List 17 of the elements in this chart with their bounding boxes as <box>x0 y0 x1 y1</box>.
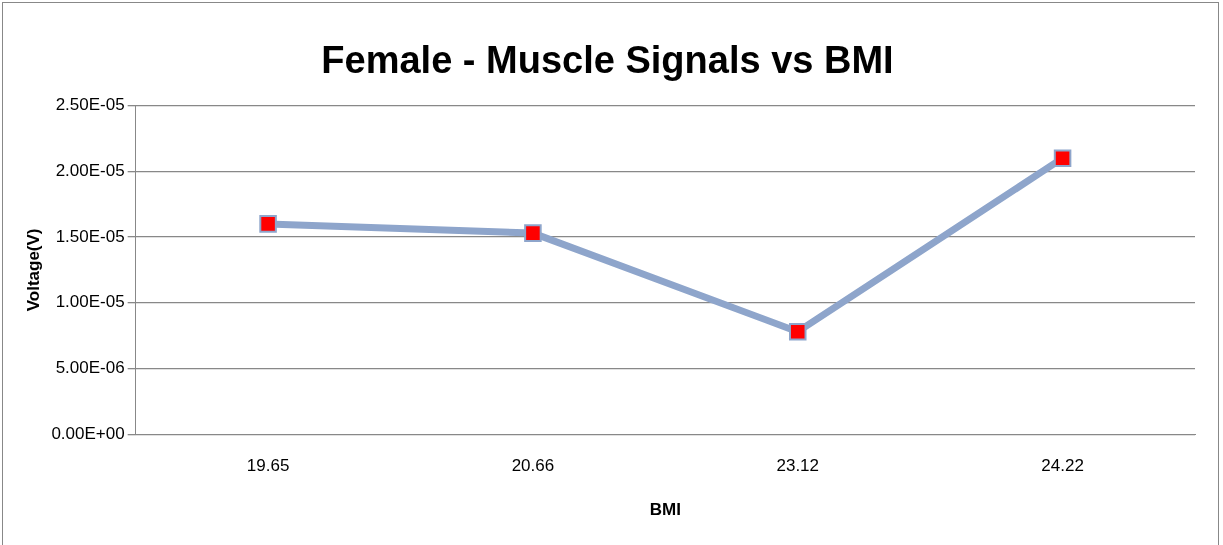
x-tick-label: 23.12 <box>776 456 820 476</box>
x-tick-label: 20.66 <box>511 456 555 476</box>
x-axis-title: BMI <box>649 500 681 520</box>
y-tick-label: 1.50E-05 <box>55 226 125 246</box>
point <box>259 215 277 233</box>
x-tick-label: 24.22 <box>1041 456 1084 476</box>
point <box>1053 149 1072 167</box>
point <box>788 322 807 341</box>
chart-title: Female - Muscle Signals vs BMI <box>321 39 894 82</box>
point <box>524 224 542 242</box>
x-tick-label: 19.65 <box>246 456 290 476</box>
y-tick-label: 2.00E-05 <box>55 161 125 181</box>
y-tick-label: 5.00E-06 <box>55 358 125 378</box>
y-tick-label: 1.00E-05 <box>55 292 125 312</box>
y-tick-label: 2.50E-05 <box>55 95 125 115</box>
y-tick-label: 0.00E+00 <box>51 423 125 443</box>
y-axis-title: Voltage(V) <box>23 228 43 312</box>
